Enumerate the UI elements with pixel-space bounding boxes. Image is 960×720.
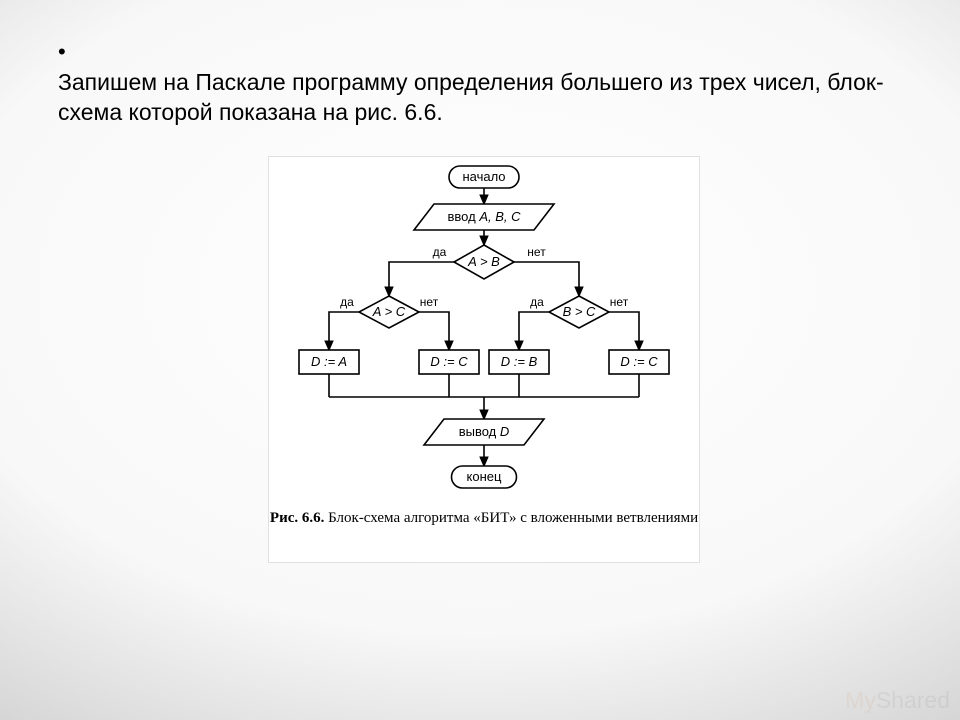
svg-text:ввод A, B, C: ввод A, B, C <box>448 209 522 224</box>
flowchart-svg: да нет да нет да нет начало ввод A, B, C A > B A … <box>269 157 699 502</box>
svg-text:D := A: D := A <box>311 354 347 369</box>
watermark-shared: Shared <box>876 687 950 713</box>
svg-text:нет: нет <box>610 295 629 309</box>
svg-text:нет: нет <box>527 245 546 259</box>
svg-text:начало: начало <box>462 169 505 184</box>
svg-text:да: да <box>530 295 544 309</box>
svg-text:A > C: A > C <box>372 304 406 319</box>
svg-text:конец: конец <box>467 469 502 484</box>
bullet-paragraph: • Запишем на Паскале программу определен… <box>58 38 920 128</box>
figure-caption: Рис. 6.6. Блок-схема алгоритма «БИТ» с в… <box>269 510 699 527</box>
svg-text:A > B: A > B <box>467 254 500 269</box>
bullet-glyph: • <box>58 38 82 67</box>
flowchart-figure: да нет да нет да нет начало ввод A, B, C A > B A … <box>268 156 700 563</box>
svg-text:вывод D: вывод D <box>459 424 510 439</box>
svg-text:D := B: D := B <box>501 354 538 369</box>
svg-text:D := C: D := C <box>430 354 468 369</box>
caption-bold: Рис. 6.6. <box>270 510 324 526</box>
watermark: MyShared <box>845 687 950 714</box>
svg-text:да: да <box>433 245 447 259</box>
watermark-my: My <box>845 687 876 713</box>
svg-text:B > C: B > C <box>563 304 596 319</box>
slide-page: • Запишем на Паскале программу определен… <box>0 0 960 720</box>
svg-text:D := C: D := C <box>620 354 658 369</box>
paragraph-text: Запишем на Паскале программу определения… <box>58 68 898 128</box>
svg-text:нет: нет <box>420 295 439 309</box>
svg-text:да: да <box>340 295 354 309</box>
caption-rest: Блок-схема алгоритма «БИТ» с вложенными … <box>324 510 698 526</box>
